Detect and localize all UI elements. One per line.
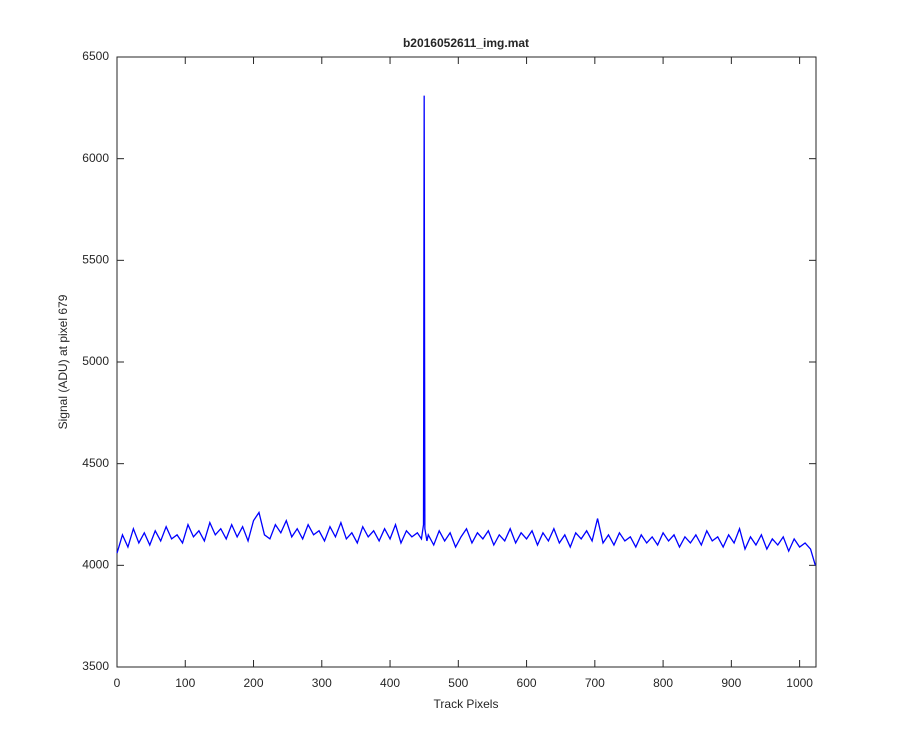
data-line — [116, 95, 816, 566]
y-tick-label: 3500 — [82, 659, 109, 673]
x-tick-label: 1000 — [786, 676, 813, 690]
x-tick-label: 800 — [653, 676, 673, 690]
x-tick-label: 200 — [244, 676, 264, 690]
x-tick-label: 100 — [175, 676, 195, 690]
x-tick-label: 900 — [721, 676, 741, 690]
x-tick-label: 300 — [312, 676, 332, 690]
x-tick-label: 700 — [585, 676, 605, 690]
y-tick-label: 4500 — [82, 456, 109, 470]
x-tick-label: 600 — [517, 676, 537, 690]
y-tick-label: 5500 — [82, 253, 109, 267]
x-tick-label: 500 — [448, 676, 468, 690]
plot-frame — [116, 56, 817, 668]
y-tick-label: 4000 — [82, 558, 109, 572]
chart-title: b2016052611_img.mat — [403, 36, 529, 50]
y-axis-label: Signal (ADU) at pixel 679 — [56, 294, 70, 429]
x-tick-label: 400 — [380, 676, 400, 690]
y-tick-label: 6000 — [82, 151, 109, 165]
y-tick-label: 5000 — [82, 354, 109, 368]
x-axis-label: Track Pixels — [434, 697, 499, 711]
y-tick-label: 6500 — [82, 49, 109, 63]
x-tick-label: 0 — [114, 676, 121, 690]
